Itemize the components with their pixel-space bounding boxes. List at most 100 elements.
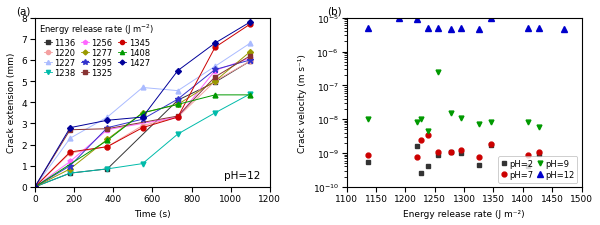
pH=12 — [535, 27, 542, 30]
1345 — [211, 47, 218, 50]
pH=7 — [364, 153, 371, 156]
Line: 1295: 1295 — [32, 58, 253, 190]
1238 — [67, 172, 74, 175]
1277 — [67, 168, 74, 171]
1238 — [247, 93, 254, 96]
Line: 1345: 1345 — [32, 22, 253, 189]
Line: 1427: 1427 — [33, 21, 253, 189]
1256 — [67, 160, 74, 163]
1325 — [211, 76, 218, 79]
1227 — [247, 43, 254, 45]
Line: 1408: 1408 — [32, 93, 253, 189]
1136 — [174, 99, 181, 102]
1277 — [31, 186, 38, 188]
1345 — [247, 24, 254, 26]
pH=12 — [424, 27, 431, 30]
1256 — [104, 129, 111, 132]
1345 — [139, 127, 146, 129]
1136 — [31, 186, 38, 188]
1227 — [31, 186, 38, 188]
pH=12 — [487, 18, 494, 21]
1220 — [174, 116, 181, 119]
1295 — [104, 127, 111, 129]
pH=12 — [434, 27, 442, 30]
Y-axis label: Crack extension (mm): Crack extension (mm) — [7, 53, 16, 153]
pH=2 — [434, 153, 442, 156]
1408 — [104, 139, 111, 142]
pH=12 — [364, 27, 371, 30]
1227 — [139, 87, 146, 89]
1325 — [67, 129, 74, 132]
pH=9 — [418, 118, 425, 121]
1227 — [67, 137, 74, 140]
pH=9 — [475, 124, 482, 126]
1345 — [104, 146, 111, 148]
pH=2 — [447, 151, 454, 153]
1345 — [31, 186, 38, 188]
1325 — [104, 128, 111, 130]
pH=12 — [396, 17, 403, 20]
1295 — [211, 69, 218, 72]
1220 — [67, 152, 74, 155]
pH=9 — [535, 126, 542, 128]
1256 — [211, 70, 218, 73]
pH=12 — [447, 29, 454, 32]
pH=9 — [424, 130, 431, 133]
pH=9 — [434, 71, 442, 74]
1220 — [31, 186, 38, 188]
1256 — [247, 57, 254, 60]
1227 — [174, 90, 181, 92]
pH=2 — [364, 161, 371, 163]
Y-axis label: Crack velocity (m s⁻¹): Crack velocity (m s⁻¹) — [298, 54, 307, 152]
Line: 1277: 1277 — [33, 50, 253, 189]
1325 — [31, 186, 38, 188]
Line: pH=2: pH=2 — [365, 143, 541, 176]
1238 — [139, 162, 146, 165]
pH=9 — [487, 121, 494, 123]
Legend: 1136, 1220, 1227, 1238, 1256, 1277, 1295, 1325, 1345, 1408, 1427: 1136, 1220, 1227, 1238, 1256, 1277, 1295… — [37, 21, 156, 80]
Line: pH=9: pH=9 — [365, 70, 541, 134]
1408 — [139, 112, 146, 115]
1325 — [174, 115, 181, 118]
Line: 1136: 1136 — [32, 59, 253, 189]
Text: (b): (b) — [327, 7, 342, 17]
1325 — [247, 55, 254, 58]
1408 — [247, 94, 254, 97]
1238 — [31, 186, 38, 188]
pH=7 — [447, 151, 454, 153]
pH=2 — [413, 145, 421, 148]
pH=12 — [475, 29, 482, 32]
pH=12 — [560, 29, 568, 32]
X-axis label: Energy release rate (J m⁻²): Energy release rate (J m⁻²) — [403, 209, 525, 218]
Line: 1238: 1238 — [32, 92, 253, 189]
pH=7 — [458, 149, 465, 152]
1345 — [67, 151, 74, 154]
1220 — [104, 146, 111, 148]
1238 — [174, 133, 181, 136]
1345 — [174, 116, 181, 119]
Text: (a): (a) — [16, 7, 30, 17]
1256 — [174, 116, 181, 119]
1227 — [211, 66, 218, 68]
pH=7 — [535, 151, 542, 153]
pH=7 — [475, 156, 482, 159]
1295 — [247, 59, 254, 62]
pH=7 — [434, 151, 442, 153]
Line: 1220: 1220 — [32, 59, 253, 189]
Line: 1227: 1227 — [32, 41, 253, 189]
pH=7 — [424, 134, 431, 136]
1295 — [139, 118, 146, 121]
pH=2 — [458, 152, 465, 155]
1220 — [247, 60, 254, 63]
pH=9 — [413, 121, 421, 123]
1136 — [67, 172, 74, 175]
1408 — [174, 104, 181, 106]
1295 — [31, 186, 38, 188]
X-axis label: Time (s): Time (s) — [134, 209, 170, 218]
1136 — [247, 60, 254, 63]
1277 — [104, 138, 111, 141]
pH=12 — [458, 27, 465, 30]
1427 — [174, 70, 181, 73]
1220 — [139, 125, 146, 127]
Line: 1256: 1256 — [32, 56, 253, 189]
